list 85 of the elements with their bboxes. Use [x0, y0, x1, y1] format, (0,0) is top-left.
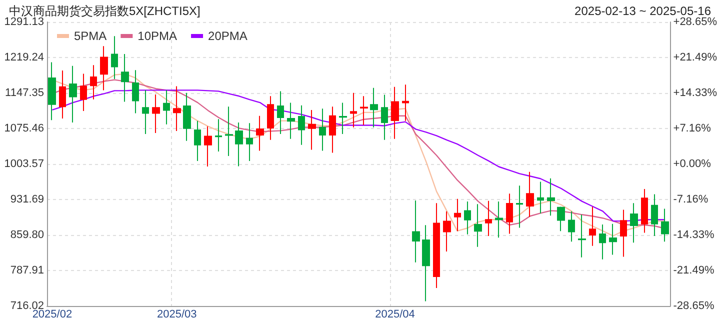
candlestick: [256, 115, 264, 152]
candlestick: [578, 214, 586, 258]
candlestick: [661, 208, 669, 242]
candlestick: [277, 90, 284, 134]
candlestick: [485, 200, 492, 237]
y2-tick-label: -14.33%: [673, 229, 714, 242]
candlestick: [651, 194, 658, 237]
x-tick-label: 2025/04: [375, 308, 415, 320]
y2-tick-label: -28.65%: [673, 300, 714, 312]
legend-label: 5PMA: [74, 29, 107, 43]
chart-title: 中汉商品期货交易指数5X[ZHCTI5X]: [9, 4, 200, 18]
y-tick-label: 859.80: [10, 229, 44, 241]
candlestick: [152, 94, 160, 134]
candlestick: [246, 122, 253, 162]
candlestick: [163, 90, 170, 125]
candlestick: [111, 36, 118, 80]
candlestick: [630, 202, 638, 244]
y-tick-label: 931.69: [10, 194, 44, 206]
candlestick: [100, 46, 108, 91]
candlestick: [443, 210, 451, 252]
y2-tick-label: +28.65%: [673, 16, 718, 28]
candlestick: [526, 171, 534, 218]
y-tick-label: 787.91: [10, 264, 44, 276]
candlestick: [69, 65, 77, 123]
legend-label: 20PMA: [208, 29, 248, 43]
candlestick: [360, 96, 368, 126]
candlestick: [287, 102, 295, 140]
candlestick: [557, 206, 565, 232]
y2-tick-label: +7.16%: [673, 122, 712, 135]
x-tick-label: 2025/03: [156, 308, 197, 320]
y2-tick-label: -7.16%: [673, 193, 708, 206]
candlestick: [59, 70, 66, 120]
candlestick: [599, 224, 606, 260]
candlestick: [121, 53, 129, 102]
legend-label: 10PMA: [138, 29, 178, 43]
candlestick: [547, 178, 555, 216]
candlestick: [80, 73, 87, 112]
candlestick: [381, 94, 388, 140]
candlestick: [641, 188, 648, 234]
y2-tick-label: +21.49%: [673, 51, 718, 64]
candlestick: [609, 223, 617, 256]
candlestick: [568, 210, 575, 242]
candlestick: [370, 87, 378, 128]
candlestick: [516, 185, 523, 228]
candlestick: [620, 209, 627, 258]
y2-tick-label: +14.33%: [673, 86, 718, 99]
candlestick: [422, 224, 430, 302]
x-tick-label: 2025/02: [32, 308, 72, 320]
y2-tick-label: +0.00%: [673, 158, 712, 170]
candlestick: [350, 92, 357, 128]
y-tick-label: 1291.13: [4, 16, 44, 28]
candlestick: [454, 198, 461, 232]
candlestick: [464, 200, 471, 235]
candlestick: [319, 108, 326, 152]
candlestick: [132, 70, 139, 114]
chart-subtitle: 2025-02-13 ~ 2025-05-16: [574, 4, 712, 18]
candlestick: [173, 86, 181, 132]
y-tick-label: 1147.35: [5, 87, 44, 99]
candlestick: [506, 193, 513, 234]
candlestick: [142, 90, 149, 134]
candlestick: [308, 109, 316, 150]
candlestick: [298, 104, 305, 146]
candlestick: [183, 92, 191, 142]
candlestick: [433, 202, 440, 289]
candlestick: [589, 206, 596, 246]
candlestick: [90, 64, 97, 100]
y-tick-label: 1003.57: [4, 158, 44, 170]
y-tick-label: 1075.46: [4, 122, 44, 134]
candlestick: [474, 204, 482, 248]
candlestick: [194, 120, 201, 162]
y2-tick-label: -21.49%: [673, 264, 714, 277]
candlestick: [204, 126, 212, 168]
candlestick: [402, 84, 409, 122]
candlestick: [48, 62, 56, 121]
candlestick: [412, 200, 420, 263]
candlestick: [537, 181, 544, 214]
candlestick: [215, 118, 222, 152]
candlestick: [391, 86, 399, 140]
candlestick: [267, 96, 274, 140]
candlestick: [235, 122, 243, 167]
candlestick: [495, 200, 503, 238]
candlestick: [329, 106, 336, 154]
y-tick-label: 1219.24: [4, 52, 44, 64]
candlestick: [225, 106, 233, 157]
candlestick: [339, 102, 347, 134]
